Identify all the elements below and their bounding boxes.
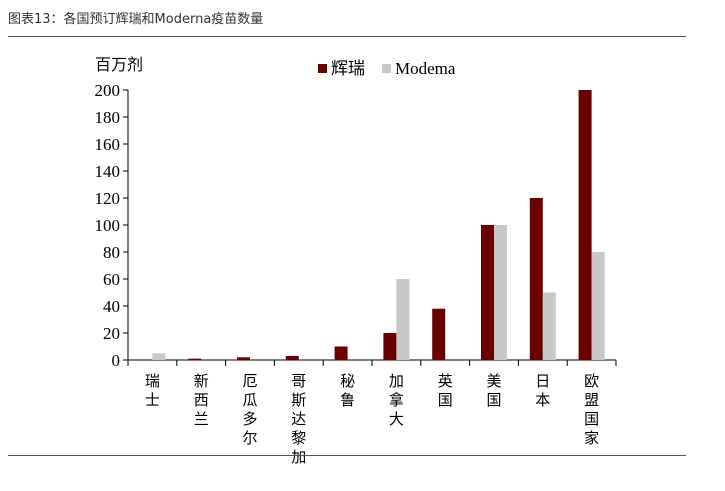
y-axis-unit-label: 百万剂 — [95, 55, 143, 74]
legend-label: 辉瑞 — [331, 59, 365, 78]
bar-pfizer — [285, 355, 299, 360]
bar-moderna — [542, 292, 556, 360]
bar-pfizer — [188, 358, 202, 360]
bar-pfizer — [383, 333, 397, 360]
top-divider — [8, 36, 686, 37]
bottom-divider — [8, 455, 686, 456]
bars — [152, 90, 605, 360]
x-category-label: 欧盟国家 — [584, 372, 599, 447]
y-tick-label: 80 — [103, 243, 120, 262]
bar-pfizer — [432, 308, 446, 360]
bar-pfizer — [237, 357, 250, 360]
x-category-label: 英国 — [438, 372, 453, 409]
y-tick-label: 200 — [95, 81, 121, 100]
x-category-label: 新西兰 — [194, 372, 209, 428]
bar-moderna — [396, 279, 410, 360]
legend-label: Modema — [395, 59, 456, 78]
y-tick-label: 100 — [95, 216, 121, 235]
legend-swatch — [382, 64, 391, 73]
x-category-label: 哥斯达黎加 — [291, 372, 306, 466]
bar-pfizer — [481, 225, 494, 360]
x-category-label: 厄瓜多尔 — [242, 372, 257, 447]
y-tick-label: 180 — [95, 108, 121, 127]
y-tick-label: 140 — [95, 162, 121, 181]
y-tick-label: 40 — [103, 297, 120, 316]
y-tick-label: 120 — [95, 189, 121, 208]
bar-moderna — [152, 353, 166, 360]
bar-pfizer — [578, 90, 592, 360]
x-category-label: 秘鲁 — [340, 372, 355, 409]
x-category-label: 瑞士 — [145, 372, 160, 409]
y-tick-label: 0 — [112, 351, 121, 370]
bar-pfizer — [334, 346, 348, 360]
bar-moderna — [494, 225, 507, 360]
y-tick-label: 20 — [103, 324, 120, 343]
bar-pfizer — [529, 198, 543, 360]
x-category-label: 加拿大 — [389, 372, 404, 428]
y-tick-label: 60 — [103, 270, 120, 289]
x-category-label: 美国 — [486, 372, 501, 409]
y-tick-label: 160 — [95, 135, 121, 154]
bar-moderna — [591, 252, 605, 360]
x-category-label: 日本 — [535, 372, 550, 409]
y-axis: 0 20 40 60 80 100 120 140 160 180 200 — [95, 81, 129, 370]
legend-swatch — [318, 64, 327, 73]
figure-caption: 图表13：各国预订辉瑞和Moderna疫苗数量 — [8, 12, 264, 27]
legend: 辉瑞 Modema — [318, 59, 456, 78]
